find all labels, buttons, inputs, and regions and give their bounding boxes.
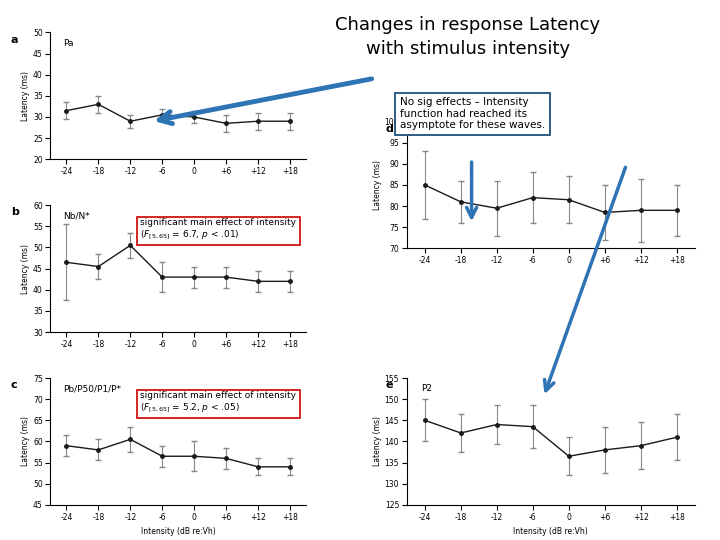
X-axis label: Intensity (dB re:Vh): Intensity (dB re:Vh) [141,527,215,536]
Text: Pb/P50/P1/P*: Pb/P50/P1/P* [63,384,121,393]
Text: c: c [11,380,17,390]
Text: SS: SS [333,525,347,535]
Y-axis label: Latency (ms): Latency (ms) [21,416,30,467]
Y-axis label: Latency (ms): Latency (ms) [21,71,30,121]
Text: b: b [11,207,19,218]
Text: Pa: Pa [63,39,73,48]
Text: significant main effect of intensity
$(F_{[5, 65]}$ = 6.7, $\it{p}$ < .01): significant main effect of intensity $(F… [140,218,297,242]
Text: a: a [11,35,18,45]
Text: No sig effects – Intensity
function had reached its
asymptote for these waves.: No sig effects – Intensity function had … [400,97,545,130]
Y-axis label: Latency (ms): Latency (ms) [373,416,382,467]
Text: d: d [385,124,393,134]
Y-axis label: Latency (ms): Latency (ms) [373,160,382,210]
Text: Changes in response Latency
with stimulus intensity: Changes in response Latency with stimulu… [336,16,600,58]
Text: P2: P2 [421,384,432,393]
X-axis label: Intensity (dB re:Vh): Intensity (dB re:Vh) [513,527,588,536]
Text: Nb/N*: Nb/N* [63,212,90,220]
Y-axis label: Latency (ms): Latency (ms) [21,244,30,294]
Text: N1: N1 [421,128,433,137]
Text: e: e [385,380,392,390]
Text: significant main effect of intensity
$(F_{[5, 65]}$ = 5.2, $\it{p}$ < .05): significant main effect of intensity $(F… [140,391,297,415]
